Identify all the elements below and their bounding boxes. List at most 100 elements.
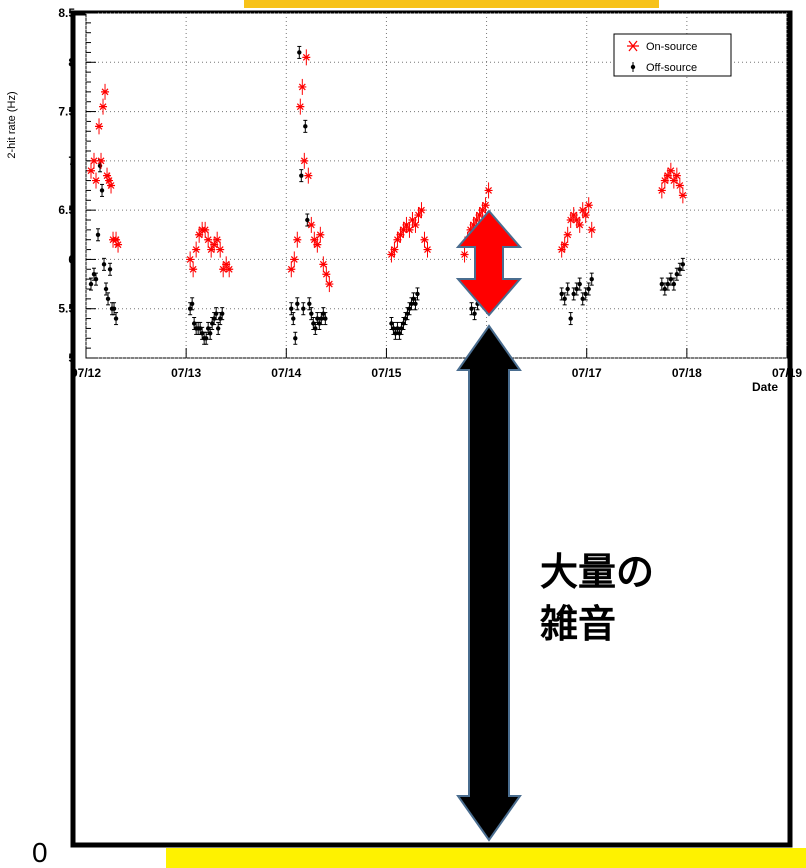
on-source-marker xyxy=(325,280,334,288)
off-source-point xyxy=(111,302,117,316)
annotation-line2: 雑音 xyxy=(539,602,616,646)
on-source-marker xyxy=(107,182,116,189)
off-source-point xyxy=(105,292,111,306)
on-source-point xyxy=(201,221,210,238)
on-source-point xyxy=(672,167,681,184)
on-source-marker xyxy=(575,221,584,229)
x-tick-label: 07/19 xyxy=(772,366,802,380)
on-source-marker xyxy=(678,191,687,199)
off-source-marker xyxy=(99,188,105,193)
y-tick-label: 5.5 xyxy=(58,302,75,316)
on-source-point xyxy=(423,241,432,258)
on-source-point xyxy=(307,216,316,233)
off-source-marker xyxy=(568,316,573,321)
y-tick-label: 6.5 xyxy=(58,203,75,217)
off-source-marker xyxy=(289,306,294,311)
on-source-marker xyxy=(87,167,96,175)
on-source-point xyxy=(225,261,234,278)
x-tick-label: 07/12 xyxy=(71,366,101,380)
off-source-marker xyxy=(95,232,101,237)
on-source-point xyxy=(186,251,195,268)
on-source-marker xyxy=(101,88,110,96)
on-source-point xyxy=(192,241,201,258)
on-source-point xyxy=(216,241,225,258)
on-source-point xyxy=(316,226,325,243)
annotation-line1: 大量の xyxy=(540,550,654,594)
on-source-marker xyxy=(213,236,222,244)
off-source-marker xyxy=(215,326,221,331)
on-source-marker xyxy=(666,167,675,175)
off-source-point xyxy=(289,302,294,316)
on-source-marker xyxy=(290,256,299,263)
on-source-marker xyxy=(300,157,309,165)
off-source-marker xyxy=(415,291,420,297)
on-source-marker xyxy=(287,265,296,273)
legend-off-marker xyxy=(630,64,636,70)
on-source-point xyxy=(189,261,198,278)
on-source-point xyxy=(290,251,299,268)
off-source-point xyxy=(389,317,394,330)
on-source-marker xyxy=(560,241,569,249)
on-source-marker xyxy=(411,221,420,229)
on-source-point xyxy=(402,216,411,233)
legend-on-label: On-source xyxy=(646,41,697,53)
on-source-marker xyxy=(657,187,666,194)
off-source-point xyxy=(297,45,302,59)
on-source-point xyxy=(213,231,222,248)
off-source-marker xyxy=(562,296,567,302)
on-source-point xyxy=(575,216,584,233)
x-axis-label: Date xyxy=(752,380,778,394)
on-source-marker xyxy=(216,246,225,253)
on-source-marker xyxy=(672,172,681,180)
on-source-point xyxy=(319,256,328,273)
off-source-point xyxy=(671,277,677,291)
on-source-point xyxy=(99,98,108,115)
y-tick-label: 8 xyxy=(68,55,75,69)
on-source-marker xyxy=(90,157,99,165)
off-source-point xyxy=(213,307,219,321)
on-source-marker xyxy=(298,83,307,91)
off-source-point xyxy=(415,287,420,301)
on-source-point xyxy=(313,236,322,253)
on-source-point xyxy=(675,177,684,194)
off-source-point xyxy=(88,277,94,291)
on-source-marker xyxy=(186,256,195,263)
off-source-marker xyxy=(671,281,677,287)
plot-area: 5 5.5 6 6.5 7 7.5 8 8.5 07/12 07/13 07/14 07/15 07/1… xyxy=(58,6,802,380)
off-source-marker xyxy=(299,173,304,178)
off-source-point xyxy=(203,331,209,345)
off-source-point xyxy=(309,307,314,321)
on-source-marker xyxy=(204,236,213,244)
y-tick-label: 6 xyxy=(68,252,75,266)
on-source-marker xyxy=(192,246,201,253)
x-tick-label: 07/13 xyxy=(171,366,201,380)
y-tick-label: 7.5 xyxy=(58,105,75,119)
on-source-marker xyxy=(390,246,399,253)
on-source-marker xyxy=(302,53,311,61)
on-source-point xyxy=(563,226,572,243)
y-axis-label: 2-hit rate (Hz) xyxy=(6,91,18,158)
off-source-point xyxy=(586,282,591,296)
on-source-point xyxy=(101,83,110,100)
off-source-marker xyxy=(203,336,209,341)
on-source-point xyxy=(584,197,593,214)
on-source-marker xyxy=(563,231,572,239)
off-source-marker xyxy=(113,316,119,321)
off-source-point xyxy=(295,297,300,311)
on-source-point xyxy=(411,216,420,233)
legend-on-marker xyxy=(627,40,639,52)
on-source-marker xyxy=(316,231,325,239)
on-source-point xyxy=(405,221,414,238)
off-source-point xyxy=(215,321,221,335)
off-source-point xyxy=(207,326,213,340)
off-source-marker xyxy=(301,306,306,311)
off-source-point xyxy=(413,297,418,311)
off-source-marker xyxy=(313,326,318,331)
zero-label: 0 xyxy=(32,837,48,868)
off-source-point xyxy=(305,213,310,227)
off-source-marker xyxy=(293,336,298,341)
on-source-marker xyxy=(189,265,198,273)
on-source-marker xyxy=(293,236,302,244)
off-source-marker xyxy=(107,267,113,272)
